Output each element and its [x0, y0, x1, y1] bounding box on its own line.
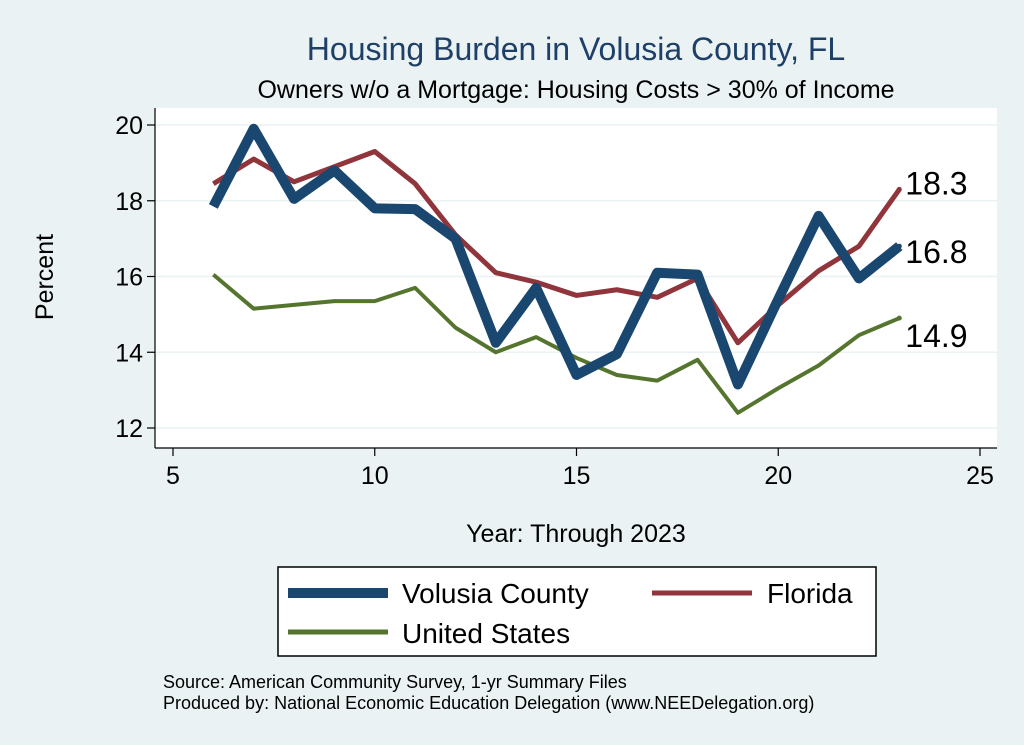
end-labels: 16.8 18.3 14.9	[896, 165, 968, 354]
x-tick-label: 10	[361, 462, 389, 490]
end-marker-volusia	[896, 243, 902, 249]
y-axis-label: Percent	[31, 234, 59, 320]
x-tick-label: 20	[764, 462, 792, 490]
legend-label-florida: Florida	[767, 578, 853, 609]
series-line-united-states	[212, 273, 901, 415]
x-tick-label: 25	[966, 462, 994, 490]
y-tick-label: 14	[115, 339, 143, 367]
legend-box	[277, 566, 877, 657]
chart-title: Housing Burden in Volusia County, FL	[307, 31, 845, 67]
end-label-volusia: 16.8	[905, 234, 967, 270]
x-tick-label: 5	[166, 462, 180, 490]
x-tick-label: 15	[563, 462, 591, 490]
x-axis: 5 10 15 20 25	[155, 447, 997, 490]
produced-by-footnote: Produced by: National Economic Education…	[163, 693, 814, 713]
y-tick-label: 18	[115, 188, 143, 216]
y-tick-label: 16	[115, 264, 143, 292]
series-line-volusia	[208, 123, 903, 390]
legend-label-united-states: United States	[402, 618, 570, 649]
source-footnote: Source: American Community Survey, 1-yr …	[163, 672, 627, 692]
y-axis: 12 14 16 18 20	[115, 108, 156, 448]
end-label-florida: 18.3	[905, 165, 967, 201]
legend: Volusia County Florida United States	[277, 566, 877, 657]
y-tick-label: 20	[115, 112, 143, 140]
plot-area	[155, 108, 997, 448]
end-label-united-states: 14.9	[905, 318, 967, 354]
x-axis-label: Year: Through 2023	[466, 520, 686, 548]
y-tick-label: 12	[115, 415, 143, 443]
end-marker-united-states	[896, 315, 902, 321]
series-lines	[208, 123, 903, 415]
chart-subtitle: Owners w/o a Mortgage: Housing Costs > 3…	[257, 76, 894, 104]
legend-label-volusia: Volusia County	[402, 578, 589, 609]
end-marker-florida	[896, 186, 902, 192]
